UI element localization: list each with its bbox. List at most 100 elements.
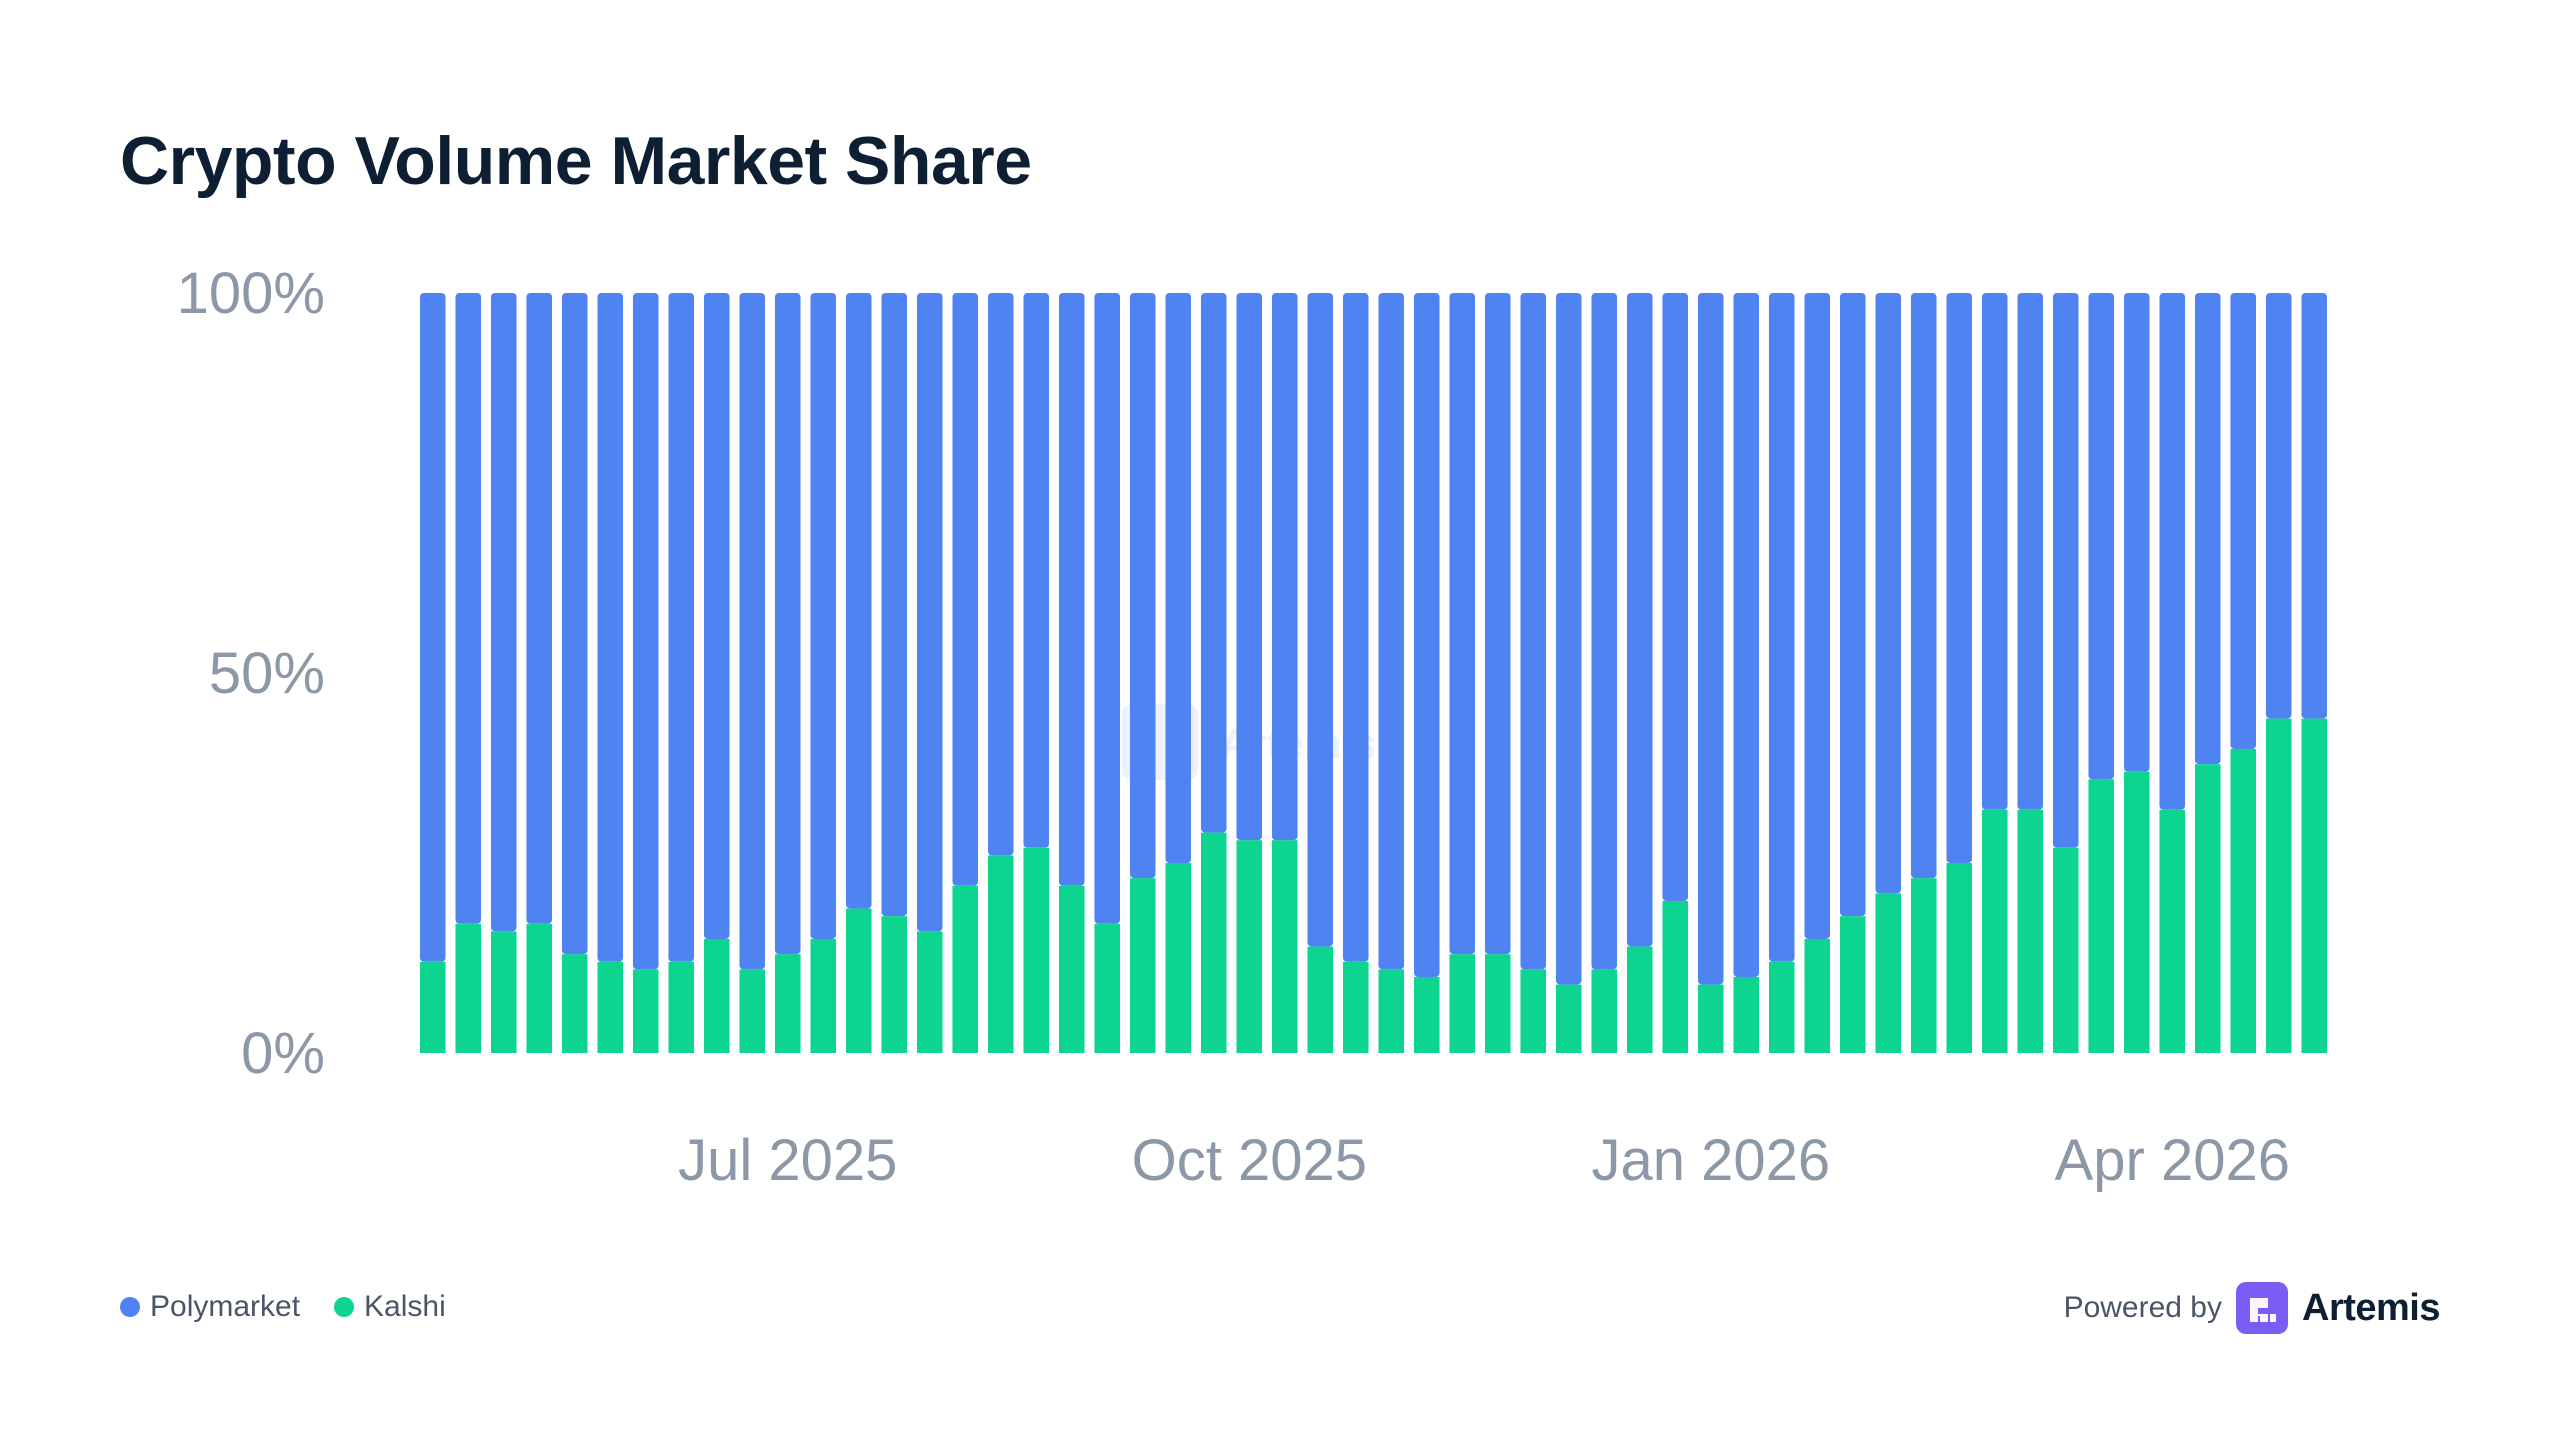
bar-kalshi[interactable] [1413,977,1440,1053]
bar-polymarket[interactable] [1413,293,1440,977]
bar-kalshi[interactable] [703,939,730,1053]
bar-kalshi[interactable] [597,961,624,1053]
bar-kalshi[interactable] [881,916,908,1053]
bar-polymarket[interactable] [668,293,695,962]
bar-polymarket[interactable] [561,293,588,955]
bar-kalshi[interactable] [526,923,553,1053]
bar-polymarket[interactable] [2123,293,2150,772]
bar-kalshi[interactable] [2052,847,2079,1053]
bar-polymarket[interactable] [419,293,446,962]
bar-kalshi[interactable] [419,961,446,1053]
bar-polymarket[interactable] [2194,293,2221,765]
bar-polymarket[interactable] [1200,293,1227,833]
bar-kalshi[interactable] [668,961,695,1053]
bar-kalshi[interactable] [2088,779,2115,1053]
bar-polymarket[interactable] [1236,293,1263,841]
bar-kalshi[interactable] [845,908,872,1053]
bar-kalshi[interactable] [2194,764,2221,1053]
bar-polymarket[interactable] [881,293,908,917]
bar-kalshi[interactable] [1271,840,1298,1053]
bar-kalshi[interactable] [1981,809,2008,1053]
bar-kalshi[interactable] [490,931,517,1053]
bar-kalshi[interactable] [1910,878,1937,1053]
bar-polymarket[interactable] [1165,293,1192,863]
bar-polymarket[interactable] [1058,293,1085,886]
bar-polymarket[interactable] [1129,293,1156,879]
bar-polymarket[interactable] [1839,293,1866,917]
bar-kalshi[interactable] [1626,946,1653,1053]
bar-kalshi[interactable] [1129,878,1156,1053]
bar-kalshi[interactable] [1839,916,1866,1053]
bar-polymarket[interactable] [597,293,624,962]
bar-polymarket[interactable] [1449,293,1476,955]
bar-polymarket[interactable] [1733,293,1760,977]
bar-kalshi[interactable] [1378,969,1405,1053]
bar-polymarket[interactable] [703,293,730,939]
bar-kalshi[interactable] [739,969,766,1053]
bar-polymarket[interactable] [2017,293,2044,810]
bar-polymarket[interactable] [845,293,872,909]
bar-polymarket[interactable] [1484,293,1511,955]
bar-kalshi[interactable] [1307,946,1334,1053]
bar-kalshi[interactable] [810,939,837,1053]
bar-polymarket[interactable] [1520,293,1547,970]
bar-polymarket[interactable] [2230,293,2257,749]
bar-kalshi[interactable] [455,923,482,1053]
bar-polymarket[interactable] [1094,293,1121,924]
bar-polymarket[interactable] [1981,293,2008,810]
bar-kalshi[interactable] [1484,954,1511,1053]
bar-polymarket[interactable] [2088,293,2115,780]
bar-polymarket[interactable] [455,293,482,924]
bar-polymarket[interactable] [2265,293,2292,719]
bar-kalshi[interactable] [1768,961,1795,1053]
bar-kalshi[interactable] [1165,863,1192,1053]
bar-kalshi[interactable] [916,931,943,1053]
bar-kalshi[interactable] [1591,969,1618,1053]
bar-polymarket[interactable] [1307,293,1334,947]
bar-kalshi[interactable] [1875,893,1902,1053]
bar-polymarket[interactable] [1768,293,1795,962]
bar-polymarket[interactable] [952,293,979,886]
bar-kalshi[interactable] [2159,809,2186,1053]
bar-kalshi[interactable] [632,969,659,1053]
bar-polymarket[interactable] [1804,293,1831,939]
bar-kalshi[interactable] [1946,863,1973,1053]
legend-item-polymarket[interactable]: Polymarket [120,1290,300,1324]
bar-polymarket[interactable] [987,293,1014,856]
bar-polymarket[interactable] [1271,293,1298,841]
bar-polymarket[interactable] [2052,293,2079,848]
bar-polymarket[interactable] [2301,293,2328,719]
bar-polymarket[interactable] [2159,293,2186,810]
bar-polymarket[interactable] [810,293,837,939]
bar-kalshi[interactable] [2123,771,2150,1053]
legend-item-kalshi[interactable]: Kalshi [334,1290,446,1324]
bar-polymarket[interactable] [916,293,943,932]
bar-kalshi[interactable] [1342,961,1369,1053]
bar-kalshi[interactable] [774,954,801,1053]
bar-kalshi[interactable] [1662,901,1689,1053]
bar-polymarket[interactable] [1697,293,1724,985]
bar-kalshi[interactable] [1023,847,1050,1053]
bar-kalshi[interactable] [561,954,588,1053]
bar-kalshi[interactable] [1804,939,1831,1053]
bar-kalshi[interactable] [2265,718,2292,1053]
bar-polymarket[interactable] [1626,293,1653,947]
bar-polymarket[interactable] [1591,293,1618,970]
bar-kalshi[interactable] [1555,984,1582,1053]
bar-polymarket[interactable] [632,293,659,970]
bar-kalshi[interactable] [1058,885,1085,1053]
bar-kalshi[interactable] [1094,923,1121,1053]
bar-kalshi[interactable] [952,885,979,1053]
bar-polymarket[interactable] [1378,293,1405,970]
bar-polymarket[interactable] [1662,293,1689,901]
bar-kalshi[interactable] [987,855,1014,1053]
bar-polymarket[interactable] [774,293,801,955]
bar-polymarket[interactable] [1910,293,1937,879]
bar-polymarket[interactable] [1875,293,1902,894]
bar-polymarket[interactable] [1342,293,1369,962]
bar-kalshi[interactable] [1520,969,1547,1053]
bar-polymarket[interactable] [1946,293,1973,863]
bar-kalshi[interactable] [2301,718,2328,1053]
bar-polymarket[interactable] [490,293,517,932]
bar-kalshi[interactable] [1733,977,1760,1053]
